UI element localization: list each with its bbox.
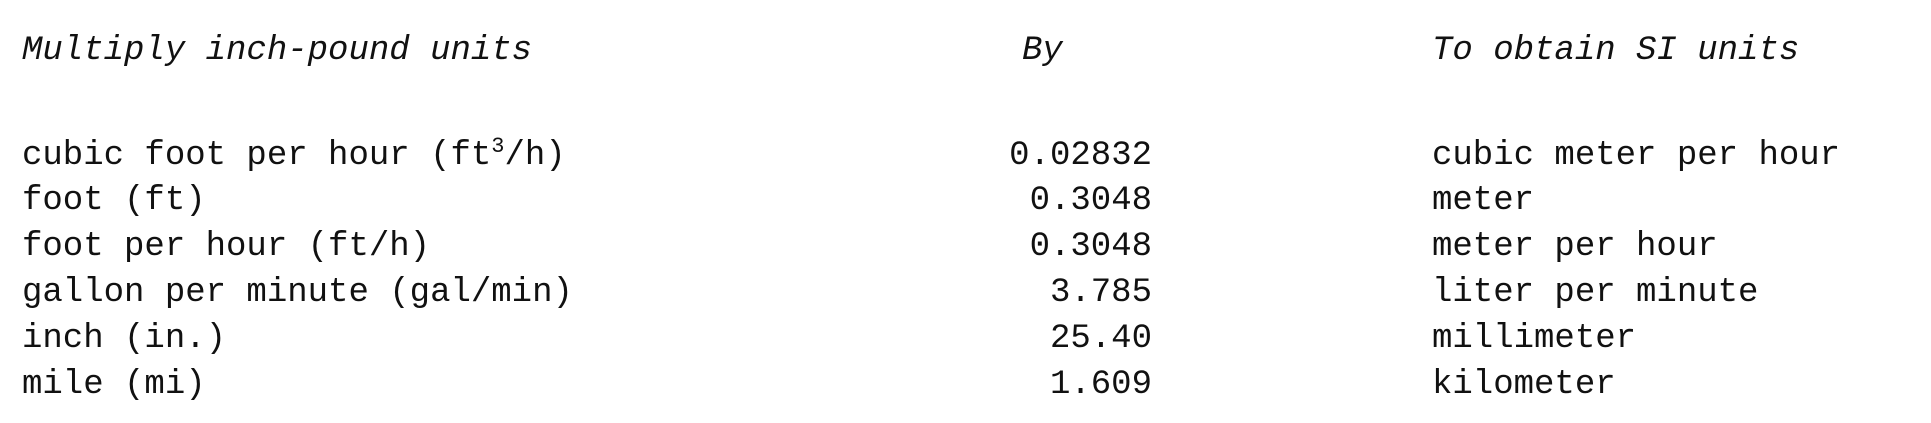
conversion-factor: 0.3048: [1029, 182, 1152, 220]
si-unit: cubic meter per hour: [1432, 137, 1841, 175]
inch-pound-unit: mile (mi): [22, 366, 206, 404]
unit-superscript: 3: [491, 134, 505, 159]
header-si-units: To obtain SI units: [1432, 32, 1800, 70]
conversion-factor: 0.3048: [1029, 228, 1152, 266]
inch-pound-unit: foot (ft): [22, 182, 206, 220]
table-row: foot (ft) 0.3048 meter: [22, 178, 1922, 224]
unit-suffix: /h): [504, 137, 566, 175]
si-unit: meter: [1432, 182, 1535, 220]
table-row: cubic foot per hour (ft3/h) 0.02832 cubi…: [22, 133, 1922, 179]
table-row: inch (in.) 25.40 millimeter: [22, 316, 1922, 362]
conversion-table: Multiply inch-pound units By To obtain S…: [22, 28, 1922, 418]
inch-pound-unit: foot per hour (ft/h): [22, 228, 431, 266]
si-unit: millimeter: [1432, 320, 1637, 358]
conversion-factor: 1.609: [1049, 366, 1152, 404]
conversion-factor: 25.40: [1049, 320, 1152, 358]
conversion-factor: 0.02832: [1009, 137, 1152, 175]
header-inch-pound-units: Multiply inch-pound units: [22, 32, 533, 70]
header-by: By: [1022, 32, 1063, 70]
inch-pound-unit: gallon per minute (gal/min): [22, 274, 573, 312]
table-row: gallon per minute (gal/min) 3.785 liter …: [22, 270, 1922, 316]
inch-pound-unit: cubic foot per hour (ft3/h): [22, 133, 566, 179]
si-unit: meter per hour: [1432, 228, 1718, 266]
table-header: Multiply inch-pound units By To obtain S…: [22, 28, 1922, 74]
si-unit: kilometer: [1432, 366, 1616, 404]
table-row: mile (mi) 1.609 kilometer: [22, 362, 1922, 408]
unit-name: cubic foot per hour (ft: [22, 137, 492, 175]
table-row: foot per hour (ft/h) 0.3048 meter per ho…: [22, 224, 1922, 270]
inch-pound-unit: inch (in.): [22, 320, 227, 358]
si-unit: liter per minute: [1432, 274, 1759, 312]
conversion-factor: 3.785: [1049, 274, 1152, 312]
